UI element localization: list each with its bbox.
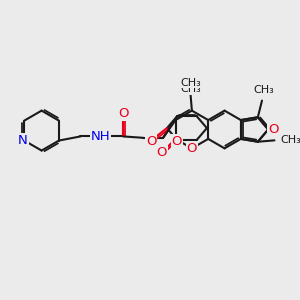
Text: O: O — [172, 136, 182, 148]
Text: CH₃: CH₃ — [280, 135, 300, 146]
Text: N: N — [18, 134, 28, 147]
Text: O: O — [118, 107, 128, 120]
Text: O: O — [157, 146, 167, 159]
Text: CH₃: CH₃ — [180, 78, 201, 88]
Text: CH₃: CH₃ — [180, 84, 201, 94]
Text: O: O — [146, 135, 156, 148]
Text: NH: NH — [91, 130, 110, 143]
Text: O: O — [187, 142, 197, 155]
Text: CH₃: CH₃ — [253, 85, 274, 94]
Text: O: O — [268, 123, 278, 136]
